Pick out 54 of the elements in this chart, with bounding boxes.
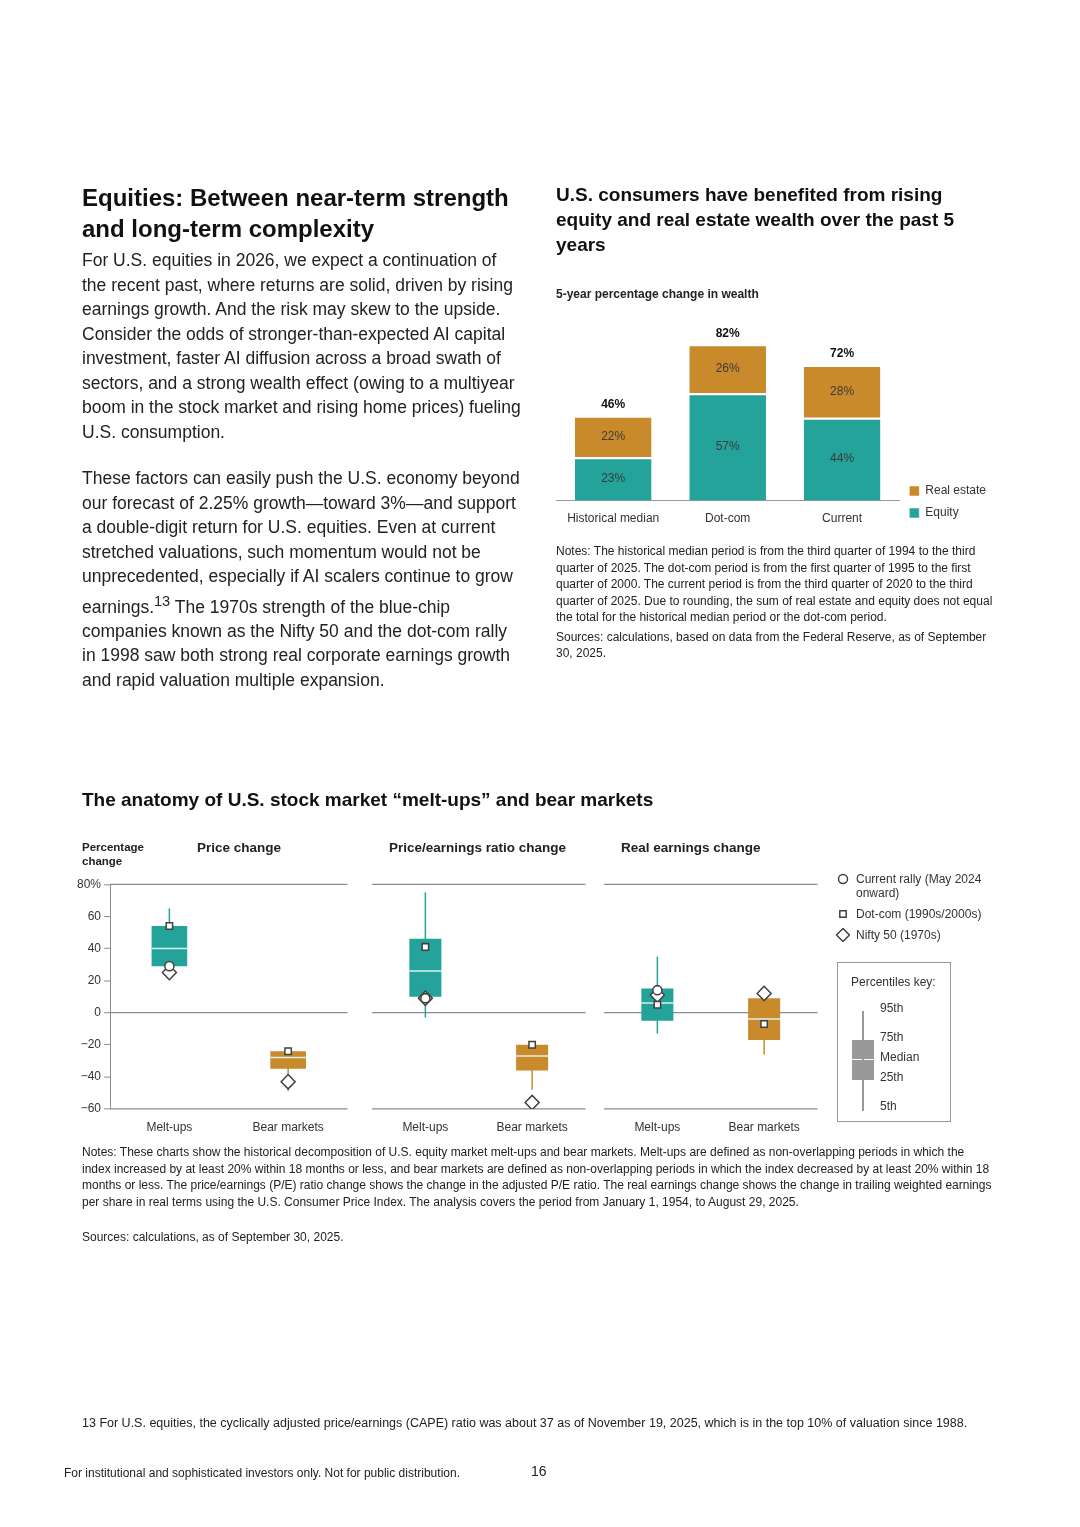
total-label: 82% [715,325,740,340]
chart-title: Price/earnings ratio change [389,840,567,855]
chart-subtitle: 5-year percentage change in wealth [556,287,760,301]
y-tick-label: 0 [94,1004,102,1020]
data-label: 26% [715,361,740,375]
source-note: Sources: calculations, based on data from the Federal Reserve, as of September 30, 2025. [556,628,988,662]
y-tick-label: −40 [80,1069,102,1084]
chart-title: Price change [197,840,282,855]
text: The anatomy of U.S. stock market “melt-ups” and bear markets [82,788,655,812]
total-label: 72% [830,346,855,361]
chart-title: U.S. consumers have benefited from rising equity and real estate wealth over the past 5 years [556,183,956,257]
text: These factors can easily push the U.S. economy beyond our forecast of 2.25% growth—toward 3%—and support a double-digit return for U.S. equities. Even at current stretched valuations, such momentum would not be unprecedented, especially if AI scalers continue to grow earnings.$^{13}$ The 1970s strength of the blue-chip companies known as the Nifty 50 and the dot-com rally in 1998 saw both strong real corporate earnings growth and rapid valuation multiple expansion. [82,468,520,690]
x-tick-label: Melt-ups [146,1119,193,1134]
text: Notes: These charts show the historical decomposition of U.S. equity market melt-ups and bear markets. Melt-ups are defined as non-overlapping periods in which the index increased by at least 20% within 18 months or less, and bear markets are defined as non-overlapping periods in which the index decreased by at least 20% within 18 months or less. The price/earnings (P/E) ratio change shows the change in the adjusted P/E ratio. The real earnings change shows the change in trailing weighted earnings per share in real terms using the U.S. Consumer Price Index. The analysis covers the period from January 1, 1954, to August 29, 2025. [82,1144,992,1210]
text: Median [880,1050,920,1064]
total-label: 46% [601,397,626,412]
text: 5th [880,1099,897,1113]
text: Notes: The historical median period is from the third quarter of 1994 to the third quarter of 2025. The dot-com period is from the first quarter of 1995 to the first quarter of 2000. The current period is from the third quarter of 2020 to the third quarter of 2025. Due to rounding, the sum of real estate and equity does not equal the total for the historical median period or the dot-com period. [556,543,994,626]
legend-label: Nifty 50 (1970s) [856,928,942,942]
y-tick-label: 80% [77,876,102,891]
x-tick-label: Melt-ups [634,1119,681,1134]
legend-label: Equity [925,505,959,520]
x-tick-label: Melt-ups [402,1119,449,1134]
text: 25th [880,1070,904,1084]
chart-title: Real earnings change [621,840,761,855]
text: For U.S. equities in 2026, we expect a continuation of the recent past, where returns are solid, driven by rising earnings growth. And the risk may skew to the upside. Consider the odds of stronger-than-expected AI capital investment, faster AI diffusion across a broad swath of sectors, and a strong wealth effect (owing to a multiyear boom in the stock market and rising home prices) fueling U.S. consumption. [82,249,522,444]
y-tick-label: 60 [87,908,102,923]
x-tick-label: Bear markets [252,1119,324,1134]
text: Percentiles key: [851,975,936,989]
legend-label: Real estate [925,483,987,498]
text: Equities: Between near-term strength and long-term complexity [82,183,510,244]
text: 13 For U.S. equities, the cyclically adjusted price/earnings (CAPE) ratio was about 37 as of November 19, 2025, which is in the top 10% of valuation since 1988. [82,1416,969,1430]
text: 16 [531,1463,548,1479]
text: 95th [880,1001,904,1015]
x-tick-label: Historical median [567,511,660,526]
x-tick-label: Bear markets [728,1119,800,1134]
data-label: 28% [830,383,855,398]
data-label: 57% [715,439,740,454]
y-axis-title: Percentage change [82,840,145,868]
y-tick-label: −60 [80,1101,102,1116]
y-tick-label: 40 [87,940,102,955]
legend-label: Dot-com (1990s/2000s) [856,907,983,921]
text: 75th [880,1030,904,1044]
x-tick-label: Current [822,511,863,526]
data-label: 23% [601,471,626,486]
legend-label: Current rally (May 2024 onward) [856,872,983,900]
text: For institutional and sophisticated investors only. Not for public distribution. [64,1466,461,1480]
data-label: 22% [601,428,626,443]
x-tick-label: Bear markets [496,1119,568,1134]
y-tick-label: 20 [87,972,102,988]
y-tick-label: −20 [80,1037,102,1052]
x-tick-label: Dot-com [704,511,751,526]
data-label: 44% [830,451,855,466]
source-note: Sources: calculations, as of September 30, 2025. [82,1230,345,1244]
